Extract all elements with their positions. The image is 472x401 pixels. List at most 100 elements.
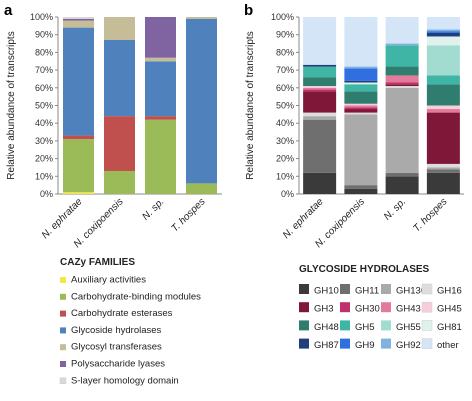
bar-segment [344, 84, 378, 92]
y-axis-label: Relative abundance of transcripts [245, 31, 256, 179]
bar-segment [186, 18, 217, 184]
legend-swatch [421, 320, 433, 331]
legend-swatch [340, 302, 350, 313]
panel-b: b 0% 10% 20% 30% 40% 50% 60% 70% 80% 90% 100% Relati… [244, 2, 464, 351]
bar-segment [303, 66, 337, 78]
bar-segment [385, 17, 419, 44]
legend-swatch [381, 284, 391, 294]
y-tick-label: 50% [35, 101, 53, 111]
legend-entry-label: GH5 [355, 322, 375, 333]
bar-segment [303, 77, 337, 87]
bar-segment [344, 107, 378, 110]
bar-segment [385, 43, 419, 46]
bar-segment [104, 17, 135, 41]
bar-segment [186, 183, 217, 194]
bar-segment [344, 112, 378, 115]
legend-entry-label: GH10 [314, 286, 339, 297]
legend-entry-label: GH48 [314, 322, 339, 333]
legend-entry-label: S-layer homology domain [71, 375, 179, 386]
legend-swatch [421, 338, 433, 349]
bar-segment [385, 82, 419, 85]
y-tick-label: 90% [276, 30, 294, 40]
legend-swatch [299, 302, 309, 313]
panel-a: a 0% 10% 20% 30% 40% 50% 60% 70% 80% 90% 100% Relati… [4, 2, 222, 386]
y-tick-label: 50% [276, 101, 294, 111]
y-tick-label: 80% [276, 47, 294, 57]
y-tick-label: 60% [35, 83, 53, 93]
y-tick-label: 10% [276, 171, 294, 181]
legend-title: GLYCOSIDE HYDROLASES [299, 264, 430, 275]
bar-segment [104, 116, 135, 171]
bar-segment [63, 18, 94, 21]
bar-segment [426, 17, 460, 30]
legend-swatch [60, 293, 66, 300]
legend-swatch [340, 284, 350, 294]
bar-segment [63, 27, 94, 136]
y-tick-label: 10% [35, 171, 53, 181]
bar-segment [63, 192, 94, 194]
bar-segment [303, 87, 337, 90]
bar-segment [426, 163, 460, 168]
legend-swatch [299, 284, 309, 294]
bar-segment [145, 119, 176, 194]
y-tick-label: 60% [276, 83, 294, 93]
panel-letter-a: a [4, 2, 13, 19]
bar-segment [63, 20, 94, 28]
bar-segment [385, 172, 419, 177]
bar-segment [426, 29, 460, 32]
bar-segment [426, 31, 460, 33]
x-tick-label: T. hospes [169, 196, 207, 234]
legend-swatch [340, 338, 350, 349]
legend-title: CAZy FAMILIES [60, 257, 135, 268]
y-tick-label: 100% [30, 12, 53, 22]
legend-entry-label: GH87 [314, 340, 339, 351]
bar-segment [303, 89, 337, 92]
bar-segment [63, 17, 94, 19]
bar-segment [344, 91, 378, 104]
legend-entry-label: GH16 [437, 286, 462, 297]
y-tick-label: 0% [40, 189, 53, 199]
legend-entry-label: GH9 [355, 340, 375, 351]
bar-segment [385, 45, 419, 67]
bar-segment [344, 185, 378, 189]
bar-segment [344, 103, 378, 106]
legend-entry-label: Glycoside hydrolases [71, 325, 162, 336]
legend-swatch [340, 320, 350, 331]
legend-entry-label: GH11 [355, 286, 379, 297]
legend-entry-label: GH43 [396, 304, 421, 315]
bar-segment [344, 188, 378, 194]
legend-swatch [381, 302, 391, 313]
bar-segment [426, 105, 460, 110]
x-tick-label: N. sp. [382, 196, 408, 222]
legend-swatch [299, 338, 309, 349]
bar-segment [344, 66, 378, 69]
y-tick-label: 70% [276, 65, 294, 75]
legend-entry-label: GH30 [355, 304, 380, 315]
bar-segment [426, 167, 460, 170]
bar-segment [426, 84, 460, 106]
bar-segment [303, 86, 337, 88]
bar-segment [145, 57, 176, 62]
bar-segment [344, 109, 378, 113]
bar-segment [104, 170, 135, 194]
panel-letter-b: b [244, 2, 253, 19]
bar-segment [303, 116, 337, 120]
bar-segment [385, 75, 419, 83]
bar-segment [385, 84, 419, 87]
y-tick-label: 90% [35, 30, 53, 40]
bar-segment [385, 176, 419, 194]
bar-segment [104, 40, 135, 117]
bar-segment [186, 17, 217, 19]
bar-segment [303, 172, 337, 194]
legend-swatch [60, 277, 66, 283]
bar-segment [426, 45, 460, 76]
legend-entry-label: GH81 [437, 322, 462, 333]
bar-segment [426, 36, 460, 46]
y-tick-label: 20% [35, 154, 53, 164]
legend-entry-label: Auxiliary activities [71, 275, 146, 286]
legend-swatch [299, 320, 309, 331]
bar-segment [303, 119, 337, 173]
y-axis-label: Relative abundance of transcripts [6, 31, 17, 179]
y-tick-label: 20% [276, 154, 294, 164]
